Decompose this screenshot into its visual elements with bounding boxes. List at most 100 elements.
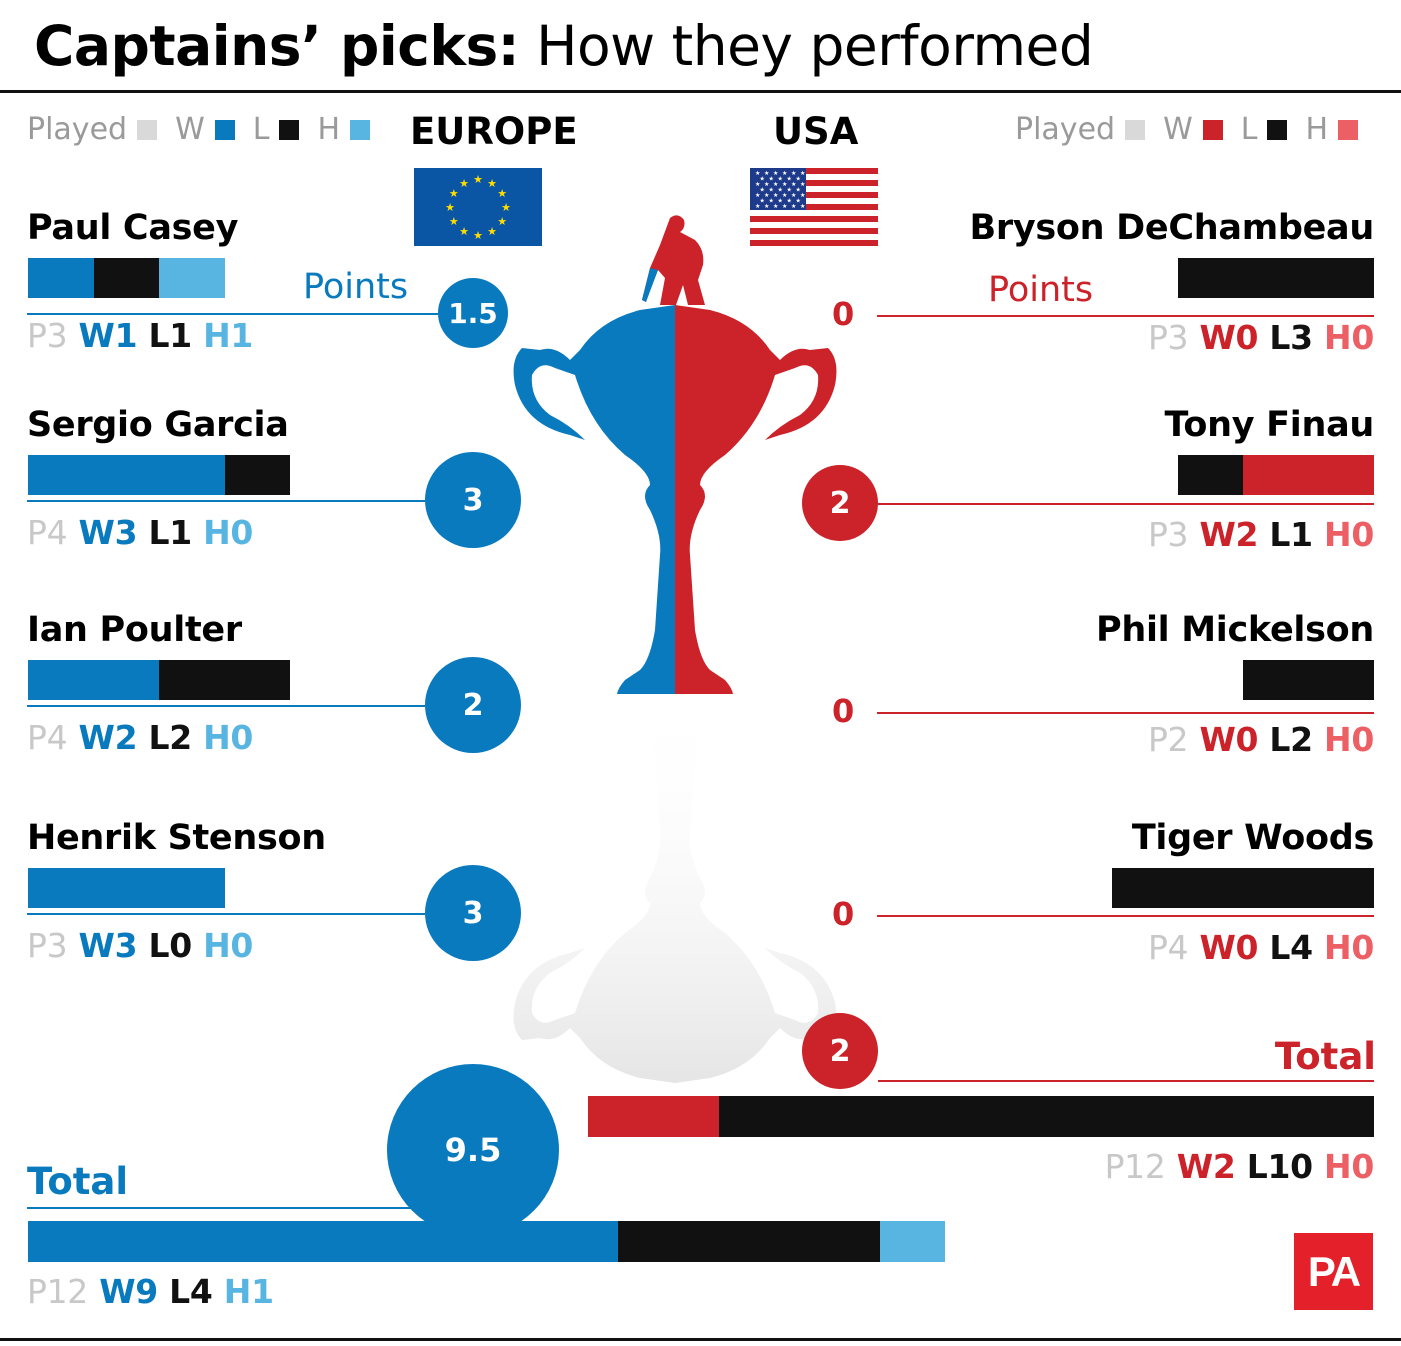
stat-wins: W3 (78, 926, 138, 965)
ryder-cup-trophy-icon (513, 215, 837, 1083)
result-bar (28, 455, 290, 495)
title-rest: How they performed (536, 14, 1094, 78)
stat-played: P12 (1104, 1147, 1166, 1186)
result-bar (1177, 258, 1374, 298)
points-leader-line-europe (27, 705, 425, 707)
total-bar-usa (588, 1096, 1374, 1137)
stat-halves: H0 (1324, 1147, 1374, 1186)
stat-wins: W0 (1199, 720, 1259, 759)
legend-played-label: Played (1015, 112, 1116, 147)
stat-losses: L2 (1269, 720, 1313, 759)
points-circle-europe: 1.5 (438, 278, 508, 348)
stat-losses: L4 (1269, 928, 1313, 967)
stats-line-europe: P4 W2 L2 H0 (27, 718, 253, 757)
svg-text:★: ★ (782, 192, 787, 199)
stat-played: P4 (1147, 928, 1189, 967)
legend-w-swatch (1202, 119, 1223, 140)
stat-halves: H0 (203, 718, 254, 757)
points-leader-line-usa (877, 315, 1374, 317)
legend-l-swatch (1267, 119, 1288, 140)
bar-segment-loss (159, 660, 290, 700)
bar-segment-loss (1177, 258, 1374, 298)
legend-h-label: H (1305, 112, 1329, 147)
stats-line-usa: P3 W0 L3 H0 (1148, 318, 1374, 357)
legend-l-label: L (1240, 112, 1258, 147)
svg-text:★: ★ (473, 173, 483, 186)
chart-title: Captains’ picks: How they performed (34, 10, 1094, 82)
points-leader-line-europe (27, 500, 425, 502)
svg-text:★: ★ (449, 215, 459, 228)
bar-segment-win (28, 258, 94, 298)
stats-line-europe: P3 W1 L1 H1 (27, 316, 253, 355)
svg-text:★: ★ (497, 187, 507, 200)
points-leader-line-usa (878, 503, 1374, 505)
svg-text:★: ★ (755, 203, 760, 210)
stat-losses: L4 (169, 1272, 213, 1311)
stat-wins: W2 (1199, 515, 1259, 554)
bar-segment-win (28, 1221, 618, 1262)
stat-played: P3 (1147, 318, 1189, 357)
svg-text:★: ★ (791, 181, 796, 188)
svg-text:★: ★ (760, 187, 765, 194)
stat-losses: L1 (148, 316, 192, 355)
svg-text:★: ★ (791, 203, 796, 210)
svg-text:★: ★ (773, 170, 778, 177)
svg-text:★: ★ (760, 176, 765, 183)
svg-text:★: ★ (782, 203, 787, 210)
svg-text:★: ★ (501, 201, 511, 214)
svg-text:★: ★ (796, 198, 801, 205)
legend-h-swatch (1338, 119, 1359, 140)
svg-text:★: ★ (764, 203, 769, 210)
bar-segment-loss (93, 258, 159, 298)
svg-text:★: ★ (459, 225, 469, 238)
stat-losses: L0 (148, 926, 192, 965)
svg-text:★: ★ (764, 170, 769, 177)
stat-losses: L1 (148, 513, 192, 552)
svg-text:★: ★ (800, 203, 805, 210)
total-label-usa: Total (1274, 1035, 1376, 1078)
legend-w-label: W (1163, 112, 1193, 147)
stat-wins: W2 (1176, 1147, 1236, 1186)
svg-text:★: ★ (796, 187, 801, 194)
pa-logo: PA (1294, 1233, 1373, 1310)
svg-text:★: ★ (778, 176, 783, 183)
svg-text:★: ★ (769, 176, 774, 183)
stat-halves: H0 (1324, 515, 1374, 554)
svg-text:★: ★ (800, 181, 805, 188)
svg-text:★: ★ (487, 225, 497, 238)
stats-line-usa: P3 W2 L1 H0 (1148, 515, 1374, 554)
svg-text:★: ★ (755, 192, 760, 199)
stat-halves: H1 (223, 1272, 274, 1311)
points-leader-line-europe (27, 913, 425, 915)
svg-text:★: ★ (778, 187, 783, 194)
svg-text:★: ★ (791, 170, 796, 177)
total-points-circle-europe: 9.5 (387, 1064, 559, 1236)
stat-wins: W0 (1199, 318, 1259, 357)
stat-played: P3 (27, 316, 68, 355)
svg-text:★: ★ (773, 181, 778, 188)
bar-segment-win (28, 660, 159, 700)
bar-segment-win (28, 868, 225, 908)
top-rule (0, 90, 1401, 93)
total-leader-line-europe (27, 1207, 427, 1209)
result-bar (1243, 660, 1374, 700)
svg-text:★: ★ (755, 170, 760, 177)
stat-halves: H0 (203, 513, 254, 552)
stat-wins: W1 (78, 316, 138, 355)
points-circle-europe: 3 (425, 452, 521, 548)
result-bar (28, 258, 225, 298)
stat-wins: W0 (1199, 928, 1259, 967)
stat-halves: H0 (1324, 720, 1374, 759)
points-leader-line-usa (877, 915, 1374, 917)
stats-line-europe: P4 W3 L1 H0 (27, 513, 253, 552)
svg-text:★: ★ (791, 192, 796, 199)
stats-line-usa: P4 W0 L4 H0 (1148, 928, 1374, 967)
player-name-europe: Henrik Stenson (27, 818, 326, 858)
svg-text:★: ★ (760, 198, 765, 205)
svg-text:★: ★ (755, 181, 760, 188)
legend-europe: Played W L H (27, 112, 371, 147)
legend-l-swatch (279, 119, 300, 140)
points-circle-usa: 2 (802, 465, 878, 541)
bar-segment-win (1243, 455, 1374, 495)
player-name-usa: Phil Mickelson (1096, 610, 1374, 650)
